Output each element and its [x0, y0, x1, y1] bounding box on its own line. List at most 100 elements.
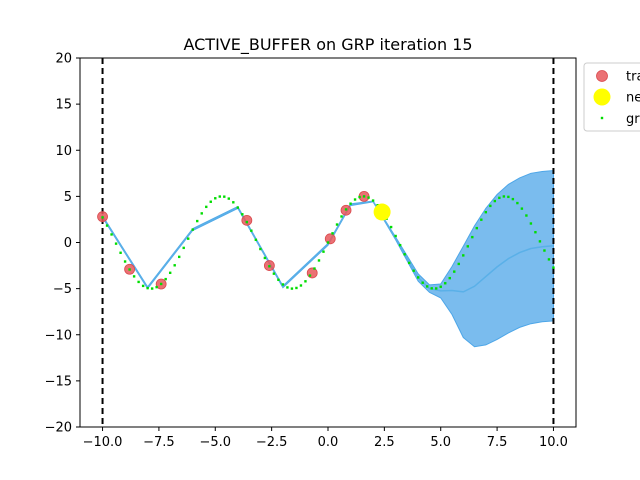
ground-truth-point: [101, 216, 104, 219]
ground-truth-point: [254, 238, 258, 242]
ground-truth-point: [489, 204, 492, 208]
ground-truth-point: [475, 226, 478, 230]
x-tick-label: −7.5: [143, 435, 175, 450]
ground-truth-point: [178, 255, 181, 259]
legend-marker-next: [593, 88, 611, 106]
ground-truth-point: [290, 287, 294, 290]
axes: −10.0 −7.5 −5.0 −2.5 0.0 2.5 5.0 7.5 10.0 −20 −15 −…: [45, 52, 568, 451]
ground-truth-point: [182, 246, 185, 250]
x-tick-label: 2.5: [374, 435, 395, 450]
ground-truth-point: [520, 207, 524, 210]
ground-truth-point: [394, 234, 397, 238]
x-tick-label: 7.5: [487, 435, 508, 450]
y-tick-label: −15: [45, 374, 72, 389]
ground-truth-point: [457, 262, 460, 266]
legend-label-next: ne: [626, 91, 640, 106]
ground-truth-point: [407, 261, 411, 265]
x-tick-label: −10.0: [83, 435, 123, 450]
ground-truth-point: [484, 210, 488, 214]
ground-truth-point: [105, 224, 109, 227]
ground-truth-point: [299, 284, 303, 287]
ground-truth-point: [218, 195, 221, 198]
ground-truth-point: [353, 198, 357, 201]
legend-marker-train: [596, 70, 608, 82]
ground-truth-point: [114, 242, 118, 245]
next-point: [373, 203, 391, 221]
ground-truth-point: [263, 256, 267, 260]
legend-label-train: tra: [626, 70, 640, 85]
x-tick-label: 5.0: [430, 435, 451, 450]
ground-truth-point: [250, 229, 253, 232]
x-tick-label: −2.5: [256, 435, 288, 450]
train-point: [324, 233, 336, 245]
ground-truth-point: [295, 286, 298, 290]
ground-truth-point: [209, 200, 212, 203]
y-tick-label: −20: [45, 421, 72, 436]
ground-truth-point: [132, 275, 136, 278]
train-point: [241, 214, 253, 226]
ground-truth-point: [196, 219, 199, 223]
ground-truth-point: [281, 283, 285, 286]
ground-truth-point: [205, 205, 208, 209]
legend-label-ground-truth: gr: [626, 112, 640, 127]
y-tick-label: 20: [55, 52, 72, 67]
ground-truth-point: [187, 237, 190, 240]
ground-truth-point: [529, 222, 533, 225]
ground-truth-point: [313, 267, 316, 270]
ground-truth-point: [412, 269, 415, 272]
ground-truth-point: [245, 220, 249, 224]
ground-truth-point: [403, 253, 406, 256]
ground-truth-point: [340, 215, 343, 218]
ground-truth-point: [272, 272, 276, 275]
ground-truth-point: [155, 285, 158, 289]
ground-truth-point: [362, 195, 366, 198]
ground-truth-point: [150, 287, 154, 290]
y-tick-label: −5: [53, 282, 72, 297]
y-tick-label: −10: [45, 328, 72, 343]
ground-truth-point: [480, 218, 483, 221]
ground-truth-point: [534, 231, 537, 234]
ground-truth-point: [168, 271, 172, 275]
ground-truth-point: [317, 259, 321, 262]
ground-truth-point: [439, 285, 442, 288]
ground-truth-point: [119, 251, 122, 254]
ground-truth-point: [498, 196, 501, 200]
y-tick-label: 10: [55, 144, 72, 159]
ground-truth-point: [502, 195, 506, 198]
ground-truth-point: [543, 249, 546, 252]
boundary-lines: [101, 58, 555, 427]
ground-truth-point: [110, 233, 113, 236]
ground-truth-point: [146, 286, 149, 290]
ground-truth-point: [371, 199, 375, 202]
ground-truth-point: [259, 247, 262, 251]
ground-truth-point: [173, 264, 176, 267]
ground-truth-point: [367, 196, 370, 199]
ground-truth-point: [214, 197, 217, 200]
ground-truth-point: [223, 195, 226, 198]
ground-truth-point: [462, 254, 465, 257]
ground-truth-point: [453, 270, 456, 273]
ground-truth-point: [191, 228, 194, 231]
ground-truth-point: [426, 285, 429, 288]
ground-truth-point: [268, 265, 271, 268]
ground-truth-point: [398, 243, 402, 247]
ground-truth-point: [547, 258, 551, 261]
ground-truth-point: [507, 195, 510, 199]
ground-truth-point: [430, 287, 433, 290]
ground-truth-point: [358, 195, 361, 199]
y-tick-label: 5: [64, 190, 72, 205]
ground-truth-point: [389, 225, 393, 229]
ground-truth-point: [435, 287, 438, 290]
x-tick-label: 0.0: [318, 435, 339, 450]
ground-truth-point: [416, 276, 420, 279]
chart-title: ACTIVE_BUFFER on GRP iteration 15: [183, 35, 472, 55]
ground-truth-point: [493, 199, 497, 203]
ground-truth-point: [326, 241, 330, 244]
ground-truth-point: [137, 280, 140, 284]
y-tick-label: 0: [64, 236, 72, 251]
ground-truth-point: [232, 201, 235, 204]
ground-truth-point: [421, 281, 424, 284]
ground-truth-point: [344, 208, 348, 211]
ground-truth-point: [471, 235, 474, 239]
